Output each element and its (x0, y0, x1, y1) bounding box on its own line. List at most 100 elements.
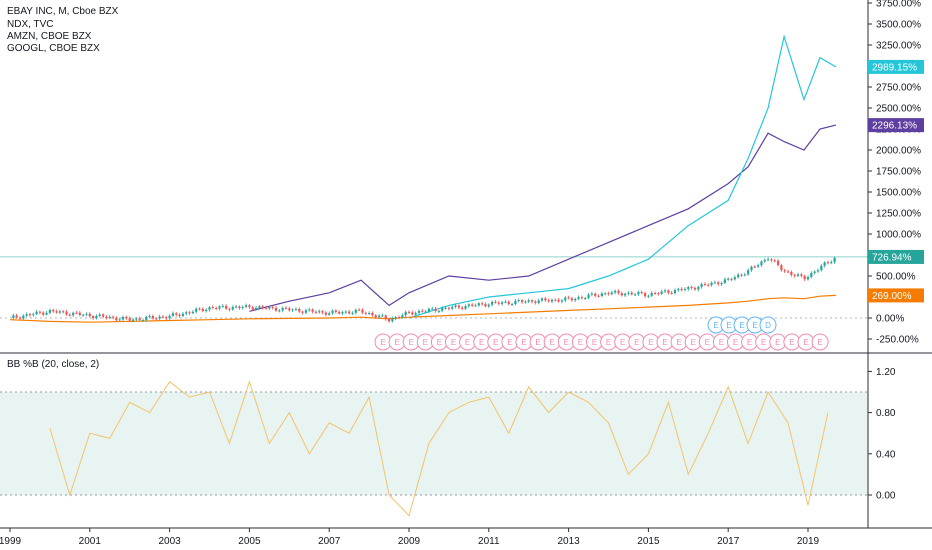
ebay-candle-body (201, 308, 204, 312)
ebay-candle-body (221, 305, 224, 307)
ebay-candle-body (208, 307, 211, 310)
ebay-candle-body (148, 316, 151, 318)
ebay-candle-body (284, 307, 288, 309)
ebay-candle-body (444, 307, 447, 309)
earnings-marker-label: E (761, 338, 766, 347)
ebay-candle-body (377, 315, 381, 318)
ebay-candle-body (111, 316, 115, 318)
ebay-candle-body (12, 315, 15, 318)
ebay-candle-body (786, 271, 790, 273)
y-ind-tick-label: 1.20 (876, 367, 896, 378)
ebay-candle-body (421, 310, 424, 312)
y-ind-tick-label: 0.80 (876, 408, 896, 419)
ebay-candle-body (803, 275, 806, 280)
ebay-candle-body (387, 319, 391, 322)
ebay-candle-body (125, 316, 128, 319)
ebay-candle-body (45, 312, 48, 315)
ebay-candle-body (397, 317, 401, 319)
ebay-candle-body (723, 279, 726, 283)
y-tick-label: 500.00% (876, 272, 916, 283)
ebay-candle-body (105, 316, 108, 318)
amzn-price-badge (868, 59, 924, 74)
x-axis[interactable]: 1999 2001 2003 2005 2007 2009 2011 2013 2015 2017… (0, 528, 820, 547)
ebay-candle-body (816, 270, 820, 272)
legend-compare-googl[interactable]: GOOGL, CBOE BZX (7, 43, 100, 54)
ebay-candle-body (188, 312, 191, 314)
x-tick-label: 2005 (238, 536, 261, 547)
legend-main-series[interactable]: EBAY INC, M, Cboe BZX (7, 6, 119, 17)
ebay-candle-body (205, 309, 208, 312)
ebay-candle-body (437, 310, 441, 312)
legend-compare-ndx[interactable]: NDX, TVC (7, 19, 54, 30)
ebay-candle-body (42, 312, 45, 315)
ebay-candle-body (524, 301, 527, 303)
ebay-candle-body (487, 304, 490, 307)
y-tick-label: 1500.00% (876, 188, 921, 199)
ebay-candle-body (301, 311, 304, 313)
ebay-candle-body (368, 313, 371, 315)
events-layer[interactable]: E E E E E E E E E E E E E E E E E E E E E E E E E E E E E E E EE E E E D (374, 316, 829, 351)
ebay-candle-body (607, 293, 610, 295)
ebay-candle-body (491, 301, 494, 305)
ebay-candle-body (700, 284, 703, 287)
y-tick-label: -250.00% (876, 335, 919, 346)
y-axis-indicator[interactable]: 1.20 0.80 0.40 0.00 (868, 367, 896, 502)
x-tick-label: 1999 (0, 536, 22, 547)
ebay-candle-body (235, 306, 238, 308)
price-badges: 2989.15% 2296.13% 726.94% 269.00% (868, 59, 924, 303)
ebay-candle-body (281, 307, 284, 311)
earnings-marker-label: E (733, 338, 738, 347)
ebay-candle-body (614, 290, 617, 293)
ebay-candle-body (727, 278, 730, 280)
ebay-candle-body (474, 305, 477, 307)
dividend-marker[interactable] (759, 316, 777, 334)
y-tick-label: 1250.00% (876, 209, 921, 220)
ebay-candle-body (737, 274, 740, 278)
ebay-candle-body (55, 311, 58, 313)
ebay-candle-body (481, 303, 484, 305)
ebay-candle-body (131, 319, 135, 321)
ebay-candle-body (328, 313, 331, 315)
ebay-candle-body (248, 305, 251, 308)
ebay-price-badge (868, 249, 924, 264)
ebay-candle-body (514, 300, 517, 305)
bb-band-fill (0, 392, 868, 495)
ebay-candle-body (28, 314, 32, 316)
ebay-candle-body (38, 311, 42, 313)
ebay-candle-body (407, 311, 411, 313)
ebay-candle-body (338, 311, 341, 314)
ebay-candle-body (557, 299, 560, 302)
ebay-candle-body (308, 309, 311, 311)
ebay-candle-body (244, 305, 248, 307)
ebay-candle-body (291, 309, 294, 311)
earnings-marker-label: E (705, 338, 710, 347)
ebay-candle-body (251, 307, 254, 310)
ebay-candle-body (98, 314, 101, 316)
earnings-marker-label: E (479, 338, 484, 347)
earnings-marker-label: E (713, 321, 718, 330)
ebay-candle-body (341, 312, 344, 314)
earnings-marker-label: E (507, 338, 512, 347)
y-tick-label: 2500.00% (876, 104, 921, 115)
ebay-candle-body (717, 282, 720, 285)
ebay-candle-body (274, 307, 278, 311)
ebay-candle-body (318, 311, 321, 313)
y-tick-label: 2750.00% (876, 83, 921, 94)
ebay-candle-body (261, 306, 264, 308)
ebay-candle-body (534, 301, 537, 303)
ebay-candle-body (431, 308, 434, 310)
earnings-marker-label: E (726, 321, 731, 330)
ebay-candle-body (753, 266, 756, 268)
ebay-candle-body (171, 313, 175, 316)
earnings-marker-label: E (409, 338, 414, 347)
earnings-marker-label: E (606, 338, 611, 347)
ebay-candle-body (594, 293, 597, 296)
earnings-marker[interactable] (811, 333, 829, 351)
legend-compare-amzn[interactable]: AMZN, CBOE BZX (7, 31, 92, 42)
ebay-candle-body (65, 311, 68, 315)
legend-indicator[interactable]: BB %B (20, close, 2) (7, 359, 100, 370)
ebay-candle-body (663, 290, 667, 292)
ebay-candle-body (215, 307, 218, 309)
ebay-candle-body (351, 312, 354, 314)
